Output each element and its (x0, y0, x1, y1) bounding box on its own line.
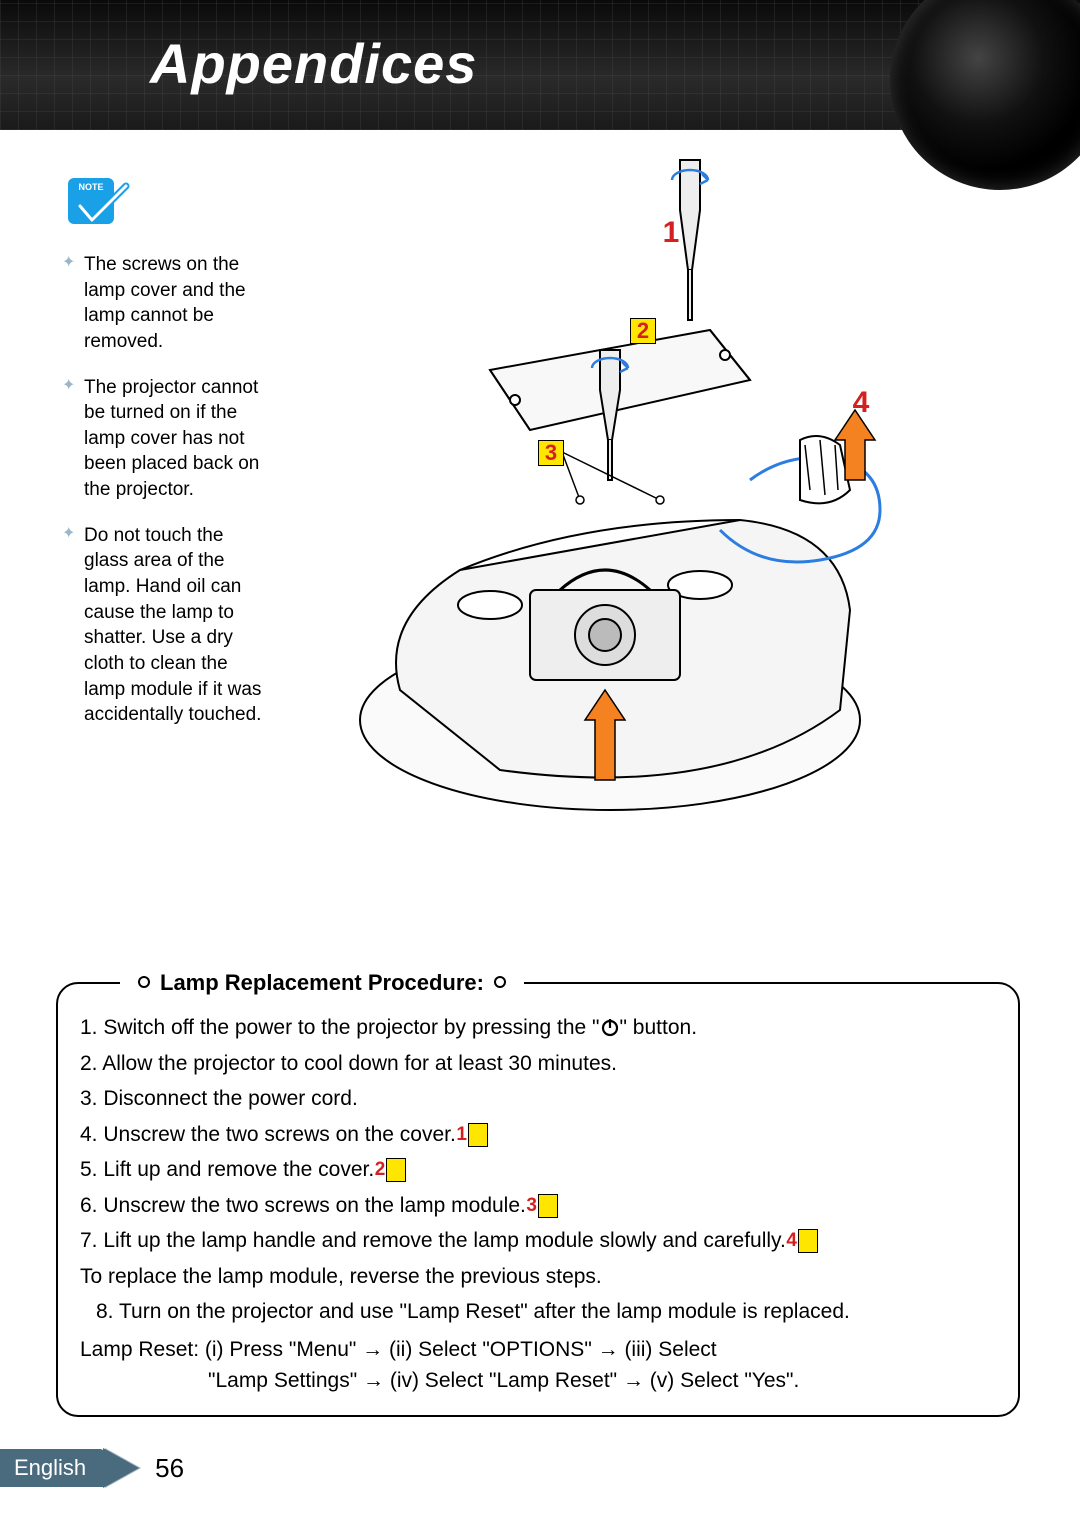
diamond-bullet-icon: ✦ (62, 252, 74, 355)
header-title: Appendices (150, 31, 477, 96)
checkmark-icon (76, 182, 130, 232)
procedure-step: 1. Switch off the power to the projector… (80, 1012, 996, 1044)
procedure-step: 8. Turn on the projector and use "Lamp R… (80, 1296, 996, 1328)
procedure-section: Lamp Replacement Procedure: 1. Switch of… (56, 970, 1020, 1417)
diagram-svg (320, 150, 920, 850)
page-number: 56 (155, 1453, 184, 1484)
footer-language: English (0, 1449, 104, 1487)
procedure-step: 7. Lift up the lamp handle and remove th… (80, 1225, 996, 1257)
procedure-title: Lamp Replacement Procedure: (120, 970, 524, 996)
note-text: The screws on the lamp cover and the lam… (84, 252, 272, 355)
procedure-step: 3. Disconnect the power cord. (80, 1083, 996, 1115)
diamond-bullet-icon: ✦ (62, 375, 74, 503)
procedure-step: 2. Allow the projector to cool down for … (80, 1048, 996, 1080)
procedure-step: 4. Unscrew the two screws on the cover. … (80, 1119, 996, 1151)
note-sidebar: NOTE ✦The screws on the lamp cover and t… (62, 170, 272, 748)
diagram-callout-1: 1 (658, 220, 684, 246)
procedure-mid-note: To replace the lamp module, reverse the … (80, 1261, 996, 1293)
note-text: The projector cannot be turned on if the… (84, 375, 272, 503)
power-icon (600, 1017, 620, 1037)
note-item: ✦The projector cannot be turned on if th… (62, 375, 272, 503)
lamp-diagram: 1 2 3 4 (320, 150, 920, 850)
step-badge: 4 (798, 1229, 818, 1253)
procedure-step: 6. Unscrew the two screws on the lamp mo… (80, 1190, 996, 1222)
diagram-callout-3: 3 (538, 440, 564, 466)
diamond-bullet-icon: ✦ (62, 523, 74, 728)
diagram-callout-4: 4 (848, 390, 874, 416)
page-footer: English 56 (0, 1448, 320, 1488)
footer-chevron-1 (103, 1448, 139, 1488)
page-content: NOTE ✦The screws on the lamp cover and t… (0, 130, 1080, 180)
step-badge: 2 (386, 1158, 406, 1182)
procedure-step: 5. Lift up and remove the cover. 2 (80, 1154, 996, 1186)
note-item: ✦Do not touch the glass area of the lamp… (62, 523, 272, 728)
step-badge: 3 (538, 1194, 558, 1218)
note-text: Do not touch the glass area of the lamp.… (84, 523, 272, 728)
step-badge: 1 (468, 1123, 488, 1147)
reset-line-1: Lamp Reset: (i) Press "Menu" → (ii) Sele… (80, 1338, 717, 1361)
lamp-reset-instructions: Lamp Reset: (i) Press "Menu" → (ii) Sele… (80, 1334, 996, 1397)
procedure-box: 1. Switch off the power to the projector… (56, 982, 1020, 1417)
reset-line-2: "Lamp Settings" → (iv) Select "Lamp Rese… (80, 1365, 996, 1397)
page-header: Appendices (0, 0, 1080, 130)
note-item: ✦The screws on the lamp cover and the la… (62, 252, 272, 355)
diagram-callout-2: 2 (630, 318, 656, 344)
note-badge: NOTE (62, 170, 134, 234)
